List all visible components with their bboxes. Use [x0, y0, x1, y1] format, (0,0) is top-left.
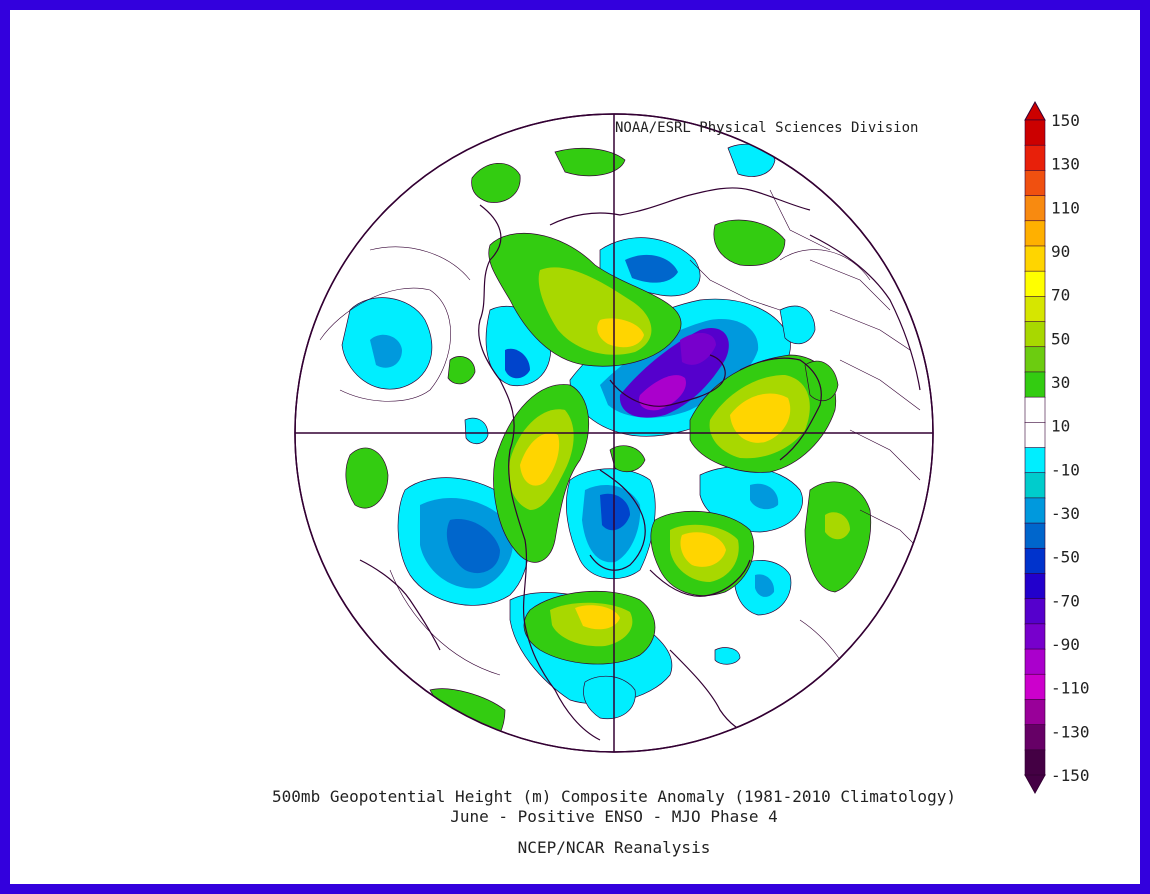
- title-line-1: 500mb Geopotential Height (m) Composite …: [272, 787, 956, 806]
- polar-stereographic-map: NOAA/ESRL Physical Sciences Division 500…: [272, 100, 1090, 857]
- colorbar-tick-label: 70: [1051, 286, 1070, 305]
- colorbar-swatch: [1024, 346, 1046, 373]
- colorbar-tick-label: -150: [1051, 766, 1090, 785]
- colorbar-bottom-arrow: [1024, 774, 1046, 795]
- colorbar-swatch: [1024, 396, 1046, 424]
- colorbar-swatch: [1024, 195, 1046, 222]
- colorbar-tick-label: -90: [1051, 635, 1080, 654]
- colorbar-tick-label: 30: [1051, 373, 1070, 392]
- neg-anomaly-arctic-top-core: [625, 254, 678, 283]
- colorbar-swatch: [1024, 673, 1046, 701]
- pos-anomaly-top-band: [554, 147, 626, 177]
- contour-lines: [319, 246, 871, 701]
- neg-anomaly-magenta-core: [639, 375, 686, 411]
- colorbar-swatch: [1024, 648, 1046, 676]
- colorbar-tick-label: -30: [1051, 504, 1080, 523]
- colorbar-swatch: [1024, 497, 1046, 524]
- source-text: NCEP/NCAR Reanalysis: [518, 838, 711, 857]
- colorbar-tick-label: 150: [1051, 111, 1080, 130]
- neg-anomaly-siberia-right-core: [750, 483, 779, 510]
- pos-anomaly-pacific-ridge-core: [680, 532, 726, 567]
- colorbar-swatch: [1024, 623, 1046, 650]
- neg-anomaly-small-left: [464, 417, 489, 444]
- colorbar-tick-label: 10: [1051, 417, 1070, 436]
- map-frame: NOAA/ESRL Physical Sciences Division 500…: [10, 10, 1140, 884]
- colorbar-tick-label: -110: [1051, 679, 1090, 698]
- colorbar-swatch: [1024, 245, 1046, 272]
- credit-text: NOAA/ESRL Physical Sciences Division: [615, 120, 918, 136]
- colorbar-swatch: [1024, 547, 1046, 575]
- pos-anomaly-far-right-core: [825, 512, 850, 540]
- neg-anomaly-top-right: [727, 143, 776, 177]
- neg-anomaly-eurasia-core: [446, 519, 500, 574]
- colorbar-swatch: [1024, 321, 1046, 348]
- colorbar-tick-label: -10: [1051, 460, 1080, 479]
- neg-anomaly-caribbean: [583, 675, 636, 720]
- colorbar-top-arrow: [1024, 100, 1046, 121]
- colorbar-swatch: [1024, 447, 1046, 474]
- colorbar-tick-label: -50: [1051, 548, 1080, 567]
- colorbar-tick-label: 50: [1051, 329, 1070, 348]
- neg-anomaly-right-edge: [779, 305, 816, 345]
- title-line-2: June - Positive ENSO - MJO Phase 4: [450, 807, 778, 826]
- colorbar-tick-label: -70: [1051, 591, 1080, 610]
- colorbar-swatch: [1024, 220, 1046, 247]
- neg-anomaly-bottom-right-small: [714, 647, 741, 665]
- colorbar-swatch: [1024, 422, 1046, 449]
- neg-anomaly-canadian-arctic-core: [600, 493, 630, 531]
- colorbar-swatch: [1024, 472, 1046, 499]
- colorbar-swatch: [1024, 144, 1046, 172]
- colorbar-tick-label: 110: [1051, 198, 1080, 217]
- colorbar-swatch: [1024, 573, 1046, 600]
- pos-anomaly-alaska-core: [597, 318, 644, 348]
- pos-anomaly-near-pole: [609, 445, 646, 473]
- colorbar-swatch: [1024, 296, 1046, 323]
- colorbar-swatch: [1024, 522, 1046, 550]
- colorbar-swatch: [1024, 724, 1046, 751]
- neg-anomaly-purple-upper: [680, 333, 716, 365]
- anomaly-fill-layer: [319, 143, 921, 751]
- pos-anomaly-west-pacific-small: [447, 356, 476, 385]
- colorbar-swatch: [1024, 371, 1046, 398]
- colorbar-tick-label: 90: [1051, 242, 1070, 261]
- colorbar-swatch: [1024, 598, 1046, 625]
- pos-anomaly-greenland-core: [520, 433, 560, 486]
- colorbar-swatch: [1024, 749, 1046, 776]
- neg-anomaly-pacific-mid-core: [505, 348, 530, 379]
- colorbar: 150 130 110 90 70 50 30 10 -10 -30 -50 -70 -90 -110 -1…: [1024, 100, 1090, 795]
- colorbar-tick-label: 130: [1051, 155, 1080, 174]
- colorbar-tick-label: -130: [1051, 722, 1090, 741]
- pos-anomaly-far-left: [345, 447, 389, 509]
- neg-anomaly-pacific-east-core: [755, 574, 775, 597]
- colorbar-swatch: [1024, 170, 1046, 197]
- colorbar-swatch: [1024, 119, 1046, 146]
- colorbar-swatch: [1024, 699, 1046, 726]
- pos-anomaly-siberia-core: [730, 393, 791, 443]
- neg-anomaly-north-pacific-west-core: [370, 334, 402, 368]
- pos-anomaly-upper-right: [713, 219, 786, 266]
- pos-anomaly-eastern-us-core: [575, 605, 620, 630]
- pos-anomaly-top-left: [471, 162, 521, 203]
- colorbar-swatch: [1024, 270, 1046, 298]
